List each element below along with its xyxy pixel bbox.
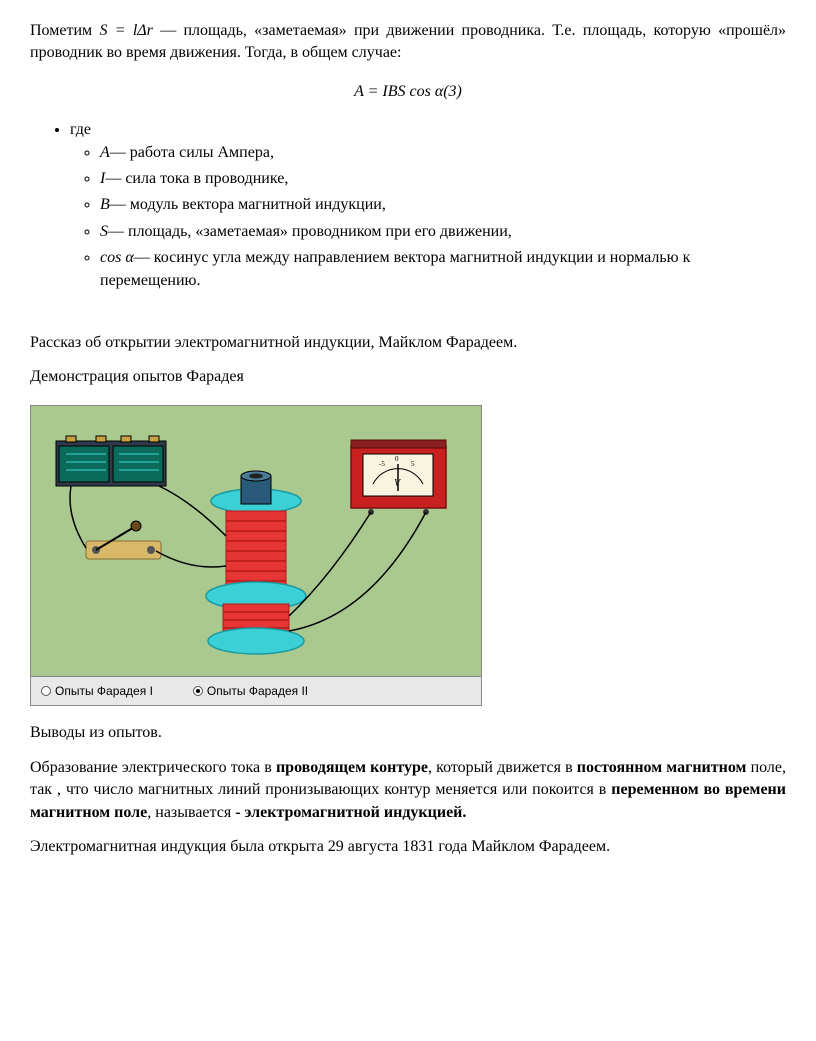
svg-text:-5: -5 [379,460,385,468]
faraday-figure: -5 0 5 V Опыты Фарадея I Опыты Фарадея I… [30,405,482,707]
formula-expression: A = IBS cos α [354,83,443,100]
text-span: , который движется в [428,759,577,776]
definitions-list: A— работа силы Ампера, I— сила тока в пр… [100,142,786,292]
def-text: — модуль вектора магнитной индукции, [110,196,386,213]
where-label: где [70,121,91,138]
battery-icon [56,436,166,486]
demo-heading: Демонстрация опытов Фарадея [30,366,786,388]
def-text: — площадь, «заметаемая» проводником при … [108,223,512,240]
formula-number: (3) [443,83,462,100]
def-var: A [100,144,110,161]
figure-diagram: -5 0 5 V [31,406,481,676]
def-var: cos α [100,249,134,266]
diagram-svg: -5 0 5 V [31,406,481,676]
coil-icon [206,471,306,654]
main-formula: A = IBS cos α(3) [30,81,786,103]
radio-option-2[interactable]: Опыты Фарадея II [193,683,308,700]
intro-paragraph: Пометим S = lΔr — площадь, «заметаемая» … [30,20,786,65]
switch-icon [86,521,161,559]
bold-span: проводящем контуре [276,759,428,776]
where-list: где A— работа силы Ампера, I— сила тока … [70,119,786,292]
story-heading: Рассказ об открытии электромагнитной инд… [30,332,786,354]
radio-icon [193,686,203,696]
text-span: , называется [147,804,235,821]
text-span: Образование электрического тока в [30,759,276,776]
bold-span: постоянном магнитном [577,759,747,776]
wire-path [156,551,226,567]
discovery-paragraph: Электромагнитная индукция была открыта 2… [30,836,786,858]
radio-label: Опыты Фарадея I [55,683,153,700]
def-item: S— площадь, «заметаемая» проводником при… [100,221,786,243]
where-item: где A— работа силы Ампера, I— сила тока … [70,119,786,292]
wire-path [70,486,86,548]
def-item: cos α— косинус угла между направлением в… [100,247,786,292]
meter-icon: -5 0 5 V [351,440,446,515]
intro-before: Пометим [30,22,99,39]
intro-formula: S = lΔr [99,22,152,39]
def-item: B— модуль вектора магнитной индукции, [100,194,786,216]
svg-text:5: 5 [411,460,415,468]
radio-icon [41,686,51,696]
radio-option-1[interactable]: Опыты Фарадея I [41,683,153,700]
def-var: S [100,223,108,240]
def-text: — косинус угла между направлением вектор… [100,249,690,288]
bold-span: - электромагнитной индукцией. [235,804,466,821]
def-text: — работа силы Ампера, [110,144,274,161]
wire-path [159,486,226,536]
conclusion-paragraph: Образование электрического тока в провод… [30,757,786,824]
wire-path [289,512,426,631]
conclusions-heading: Выводы из опытов. [30,722,786,744]
figure-controls: Опыты Фарадея I Опыты Фарадея II [31,676,481,706]
radio-label: Опыты Фарадея II [207,683,308,700]
def-text: — сила тока в проводнике, [105,170,288,187]
svg-text:0: 0 [395,455,399,463]
def-item: I— сила тока в проводнике, [100,168,786,190]
def-item: A— работа силы Ампера, [100,142,786,164]
def-var: B [100,196,110,213]
